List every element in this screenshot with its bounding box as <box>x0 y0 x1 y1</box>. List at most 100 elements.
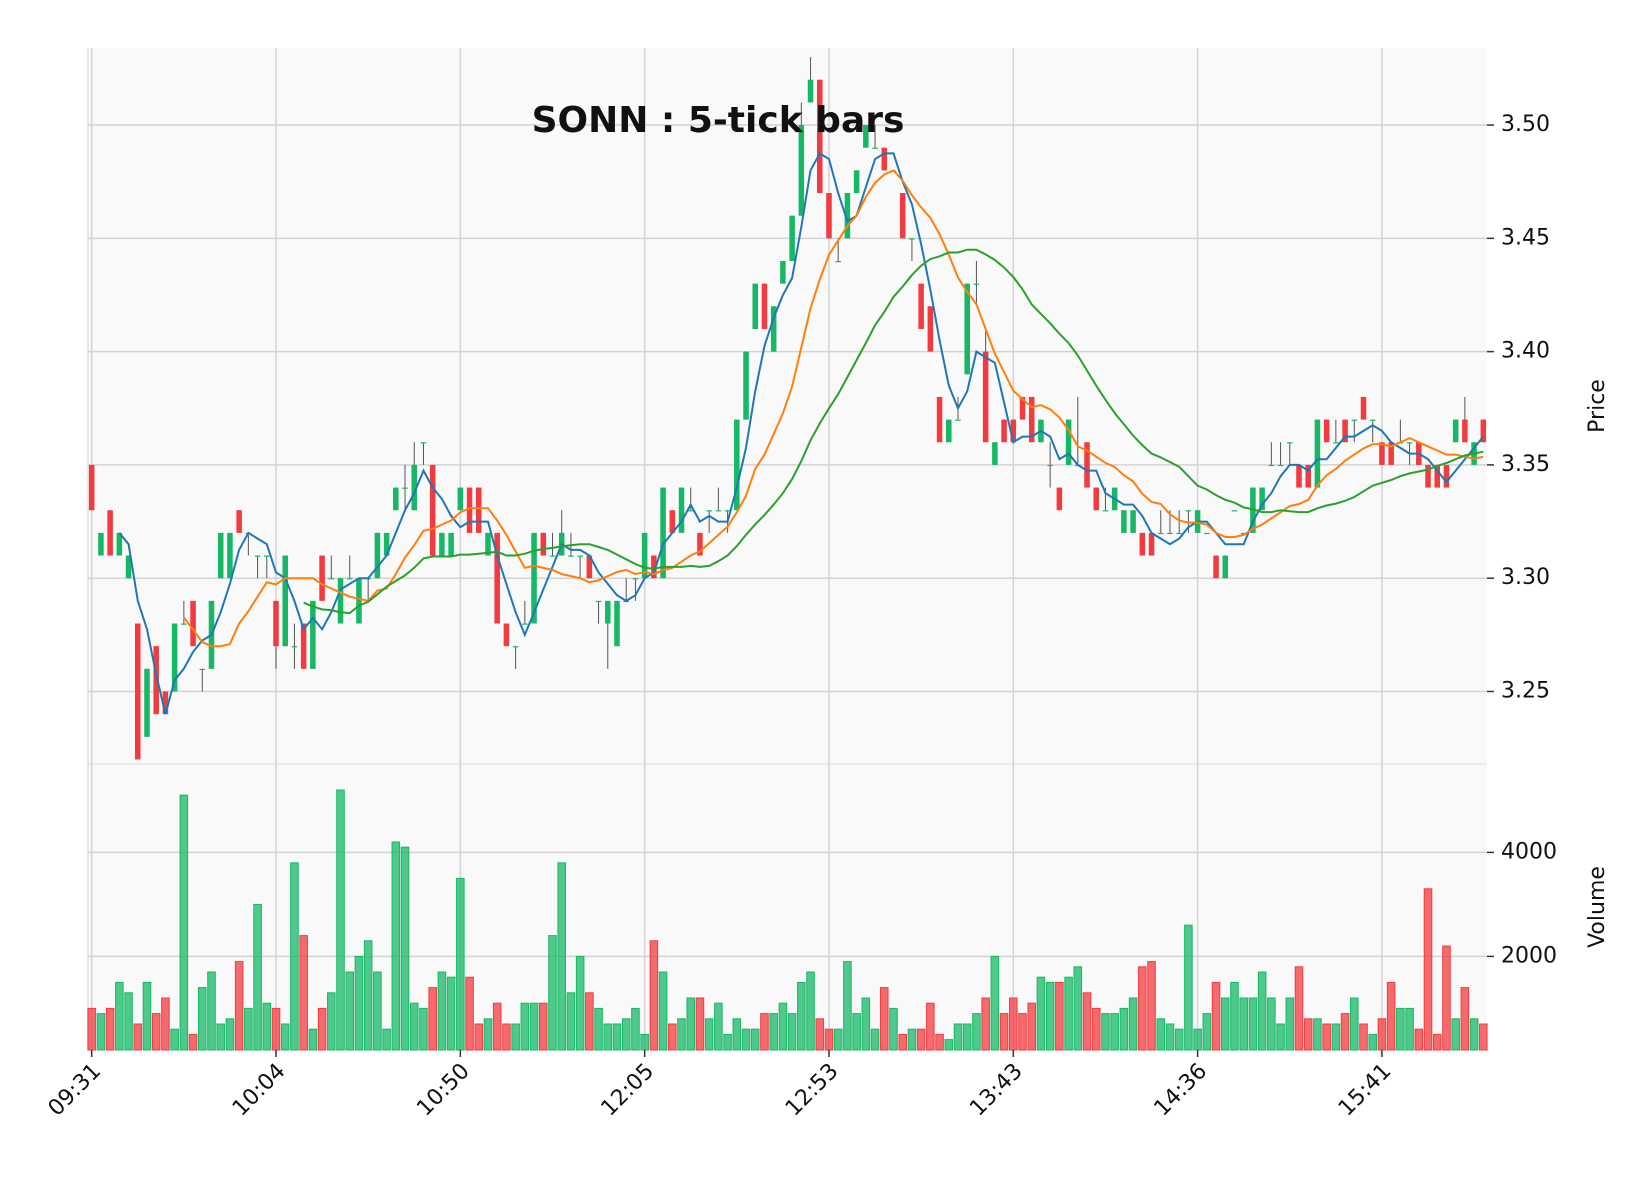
y-tick-label: 3.40 <box>1501 339 1550 364</box>
volume-bar <box>1414 1028 1424 1051</box>
volume-bar <box>852 1013 861 1051</box>
volume-bar <box>198 987 207 1051</box>
candle-body <box>1452 419 1459 443</box>
candle-body <box>743 351 749 420</box>
volume-bar <box>1036 976 1046 1051</box>
volume-bar <box>520 1002 530 1051</box>
volume-bar <box>1460 987 1470 1051</box>
x-tick-label: 10:50 <box>412 1059 475 1122</box>
moving-average <box>183 169 1484 648</box>
candle-body <box>411 464 418 511</box>
volume-bar <box>870 1028 880 1051</box>
volume-bar <box>446 976 456 1051</box>
volume-bar <box>760 1013 769 1051</box>
moving-average <box>303 248 1484 615</box>
volume-bar <box>483 1018 493 1051</box>
candle-body <box>1323 419 1330 443</box>
volume-bar <box>1193 1028 1202 1051</box>
candle-body <box>632 578 639 580</box>
candle-body <box>1102 510 1109 512</box>
candle-body <box>319 555 325 601</box>
candle-body <box>1480 419 1487 443</box>
candle-body <box>577 555 583 557</box>
candle-body <box>1176 532 1182 535</box>
volume-bar <box>456 877 465 1051</box>
volume-bar <box>336 789 345 1051</box>
candle-body <box>853 170 860 194</box>
candle-body <box>1268 464 1275 467</box>
volume-bar <box>419 1007 428 1051</box>
candle-body <box>1148 532 1155 556</box>
x-tick-label: 12:53 <box>781 1059 844 1122</box>
volume-bar <box>962 1023 972 1051</box>
price-panel <box>88 48 1487 764</box>
volume-bar <box>1110 1013 1119 1051</box>
candle-body <box>1287 442 1293 444</box>
candle-body <box>162 691 169 715</box>
volume-bar <box>1128 997 1138 1051</box>
volume-bar <box>557 862 566 1051</box>
volume-bar <box>262 1002 272 1051</box>
volume-bar <box>290 862 299 1051</box>
candle-body <box>1434 464 1440 488</box>
x-tick-label: 09:31 <box>44 1059 107 1122</box>
candle-body <box>872 147 878 149</box>
volume-bar <box>179 794 189 1051</box>
volume-bar <box>1405 1007 1414 1051</box>
candle-body <box>1028 396 1035 443</box>
candle-body <box>1121 510 1127 533</box>
candle-body <box>936 396 943 443</box>
candle-body <box>199 668 206 671</box>
volume-bar <box>317 1007 327 1051</box>
marks <box>87 48 1488 1051</box>
candle-body <box>964 283 970 375</box>
volume-bar <box>124 992 133 1051</box>
candle-body <box>651 555 657 579</box>
candle-body <box>955 419 961 421</box>
candle-body <box>1388 442 1394 465</box>
volume-bar <box>861 997 871 1051</box>
volume-bar <box>327 992 336 1051</box>
candle-body <box>135 623 141 760</box>
volume-bar <box>1091 1007 1101 1051</box>
candle-body <box>1443 464 1450 488</box>
volume-bar <box>1257 971 1267 1051</box>
candle-body <box>973 283 980 285</box>
volume-bar <box>981 997 990 1051</box>
candle-body <box>88 464 95 511</box>
volume-bar <box>1119 1007 1129 1051</box>
candle-body <box>1462 419 1468 443</box>
candle-body <box>485 532 491 556</box>
volume-bar <box>797 981 806 1051</box>
volume-bar <box>373 971 382 1051</box>
volume-bar <box>824 1028 834 1051</box>
candle-body <box>816 79 823 194</box>
candle-body <box>1425 464 1431 488</box>
candle-body <box>1001 419 1007 443</box>
candle-body <box>393 487 399 511</box>
moving-average <box>118 152 1485 715</box>
candle-body <box>678 487 685 533</box>
volume-bar <box>704 1018 714 1051</box>
candle-body <box>236 510 242 533</box>
volume-bar <box>787 1013 797 1051</box>
volume-bar <box>1267 997 1276 1051</box>
volume-bar <box>714 1002 723 1051</box>
volume-bar <box>1359 1023 1368 1051</box>
volume-bar <box>658 971 668 1051</box>
candle-body <box>1351 419 1358 421</box>
candle-body <box>927 306 934 352</box>
candle-body <box>780 260 786 284</box>
candle-body <box>291 646 298 648</box>
candle-body <box>1167 532 1173 535</box>
volume-bar <box>1165 1023 1175 1051</box>
volume-bar <box>1147 961 1156 1051</box>
candle-body <box>1093 487 1100 511</box>
candle-body <box>752 283 759 329</box>
volume-bar <box>898 1033 907 1051</box>
y-tick-label: 3.35 <box>1501 452 1550 477</box>
volume-bar <box>1138 966 1147 1051</box>
volume-bar <box>999 1013 1009 1051</box>
candle-body <box>826 193 832 239</box>
volume-bar <box>280 1023 290 1051</box>
